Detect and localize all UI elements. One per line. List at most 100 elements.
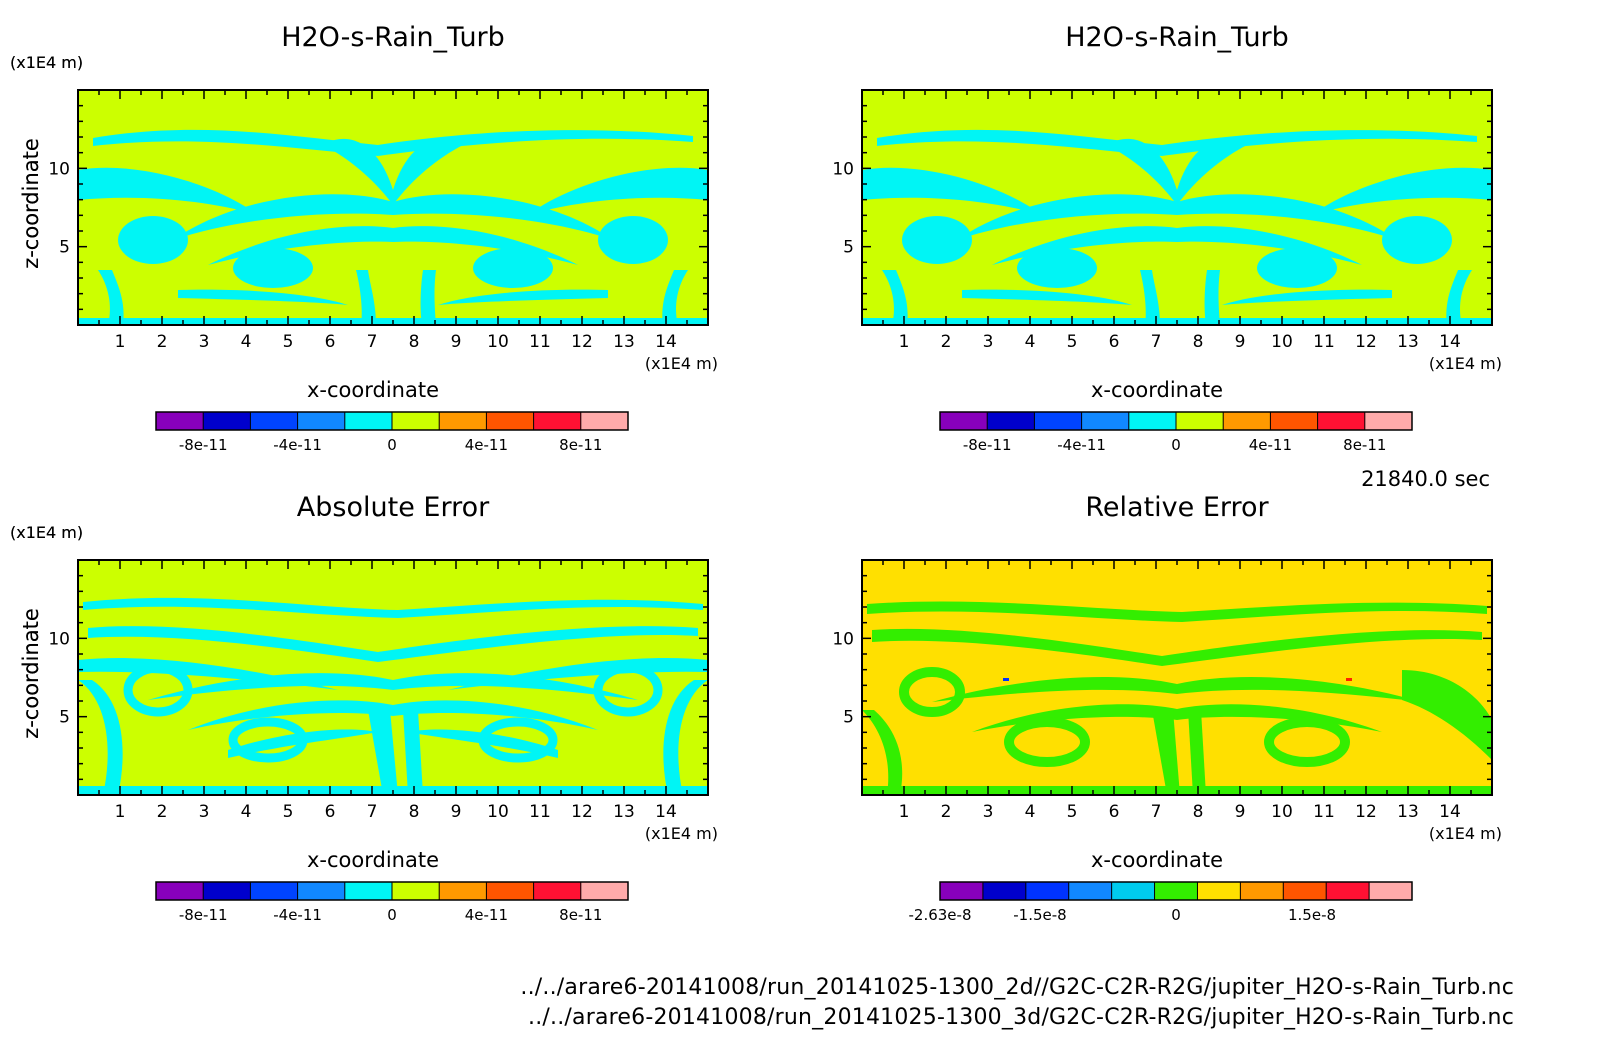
panel-4: Relative Error(x1E4 m)1 2 3 4 5 6 7 8 9 10 11 12 13 1…	[10, 492, 1502, 924]
colorbar-swatch	[1364, 412, 1413, 430]
contour-field	[78, 560, 708, 795]
colorbar-swatch	[1283, 882, 1327, 900]
x-tick-label: 9	[1235, 802, 1246, 822]
colorbar: -8e-11 -4e-11 0 4e-11 8e-11	[155, 881, 629, 924]
x-tick-label: 10	[487, 332, 509, 352]
x-tick-label: 7	[1151, 332, 1162, 352]
colorbar-swatch	[1326, 882, 1370, 900]
colorbar-swatch	[1240, 882, 1284, 900]
x-tick-label: 2	[157, 802, 168, 822]
colorbar-swatch	[580, 882, 629, 900]
y-unit-label: (x1E4 m)	[10, 53, 83, 72]
colorbar-swatch	[1068, 882, 1113, 900]
time-label: 21840.0 sec	[1361, 467, 1490, 491]
x-tick-label: 5	[1067, 332, 1078, 352]
colorbar-tick-label: -4e-11	[1057, 436, 1106, 454]
y-axis-label: z-coordinate	[19, 608, 43, 739]
footer-file-path-3d: ../../arare6-20141008/run_20141025-1300_…	[528, 1005, 1514, 1030]
panel-1: H2O-s-Rain_Turb(x1E4 m)1 2 3 4 5 6 7 8 9 10 11 12 13…	[10, 22, 718, 454]
y-unit-label: (x1E4 m)	[10, 523, 83, 542]
colorbar-swatch	[156, 412, 204, 430]
colorbar-swatch	[250, 882, 299, 900]
colorbar-swatch	[940, 412, 988, 430]
panel-2: H2O-s-Rain_Turb(x1E4 m)1 2 3 4 5 6 7 8 9 10 11 12 13…	[10, 22, 1502, 454]
x-unit-label: (x1E4 m)	[645, 824, 718, 843]
panel-title: Relative Error	[1085, 492, 1269, 523]
y-unit-label: (x1E4 m)	[10, 523, 83, 542]
x-tick-label: 7	[1151, 802, 1162, 822]
colorbar-swatch	[392, 882, 440, 900]
footer-file-path-2d: ../../arare6-20141008/run_20141025-1300_…	[520, 975, 1514, 1000]
x-tick-label: 2	[157, 332, 168, 352]
x-tick-label: 10	[487, 802, 509, 822]
colorbar: -8e-11 -4e-11 0 4e-11 8e-11	[155, 411, 629, 454]
colorbar-tick-label: -1.5e-8	[1013, 906, 1066, 924]
x-tick-label: 4	[241, 802, 252, 822]
colorbar-tick-label: -2.63e-8	[909, 906, 972, 924]
x-tick-label: 10	[1271, 332, 1293, 352]
colorbar-swatch	[1197, 882, 1241, 900]
y-tick-label: 5	[59, 238, 70, 258]
y-tick-label: 10	[832, 159, 854, 179]
colorbar-swatch	[439, 882, 487, 900]
x-tick-label: 14	[1439, 802, 1461, 822]
x-tick-label: 3	[199, 332, 210, 352]
y-axis-label: z-coordinate	[19, 138, 43, 269]
x-tick-label: 11	[529, 802, 551, 822]
x-tick-label: 1	[899, 802, 910, 822]
x-tick-label: 12	[571, 802, 593, 822]
colorbar-swatch	[533, 412, 582, 430]
x-tick-label: 1	[115, 802, 126, 822]
colorbar-swatch	[580, 412, 629, 430]
x-tick-label: 7	[367, 332, 378, 352]
blue-speck-mark	[1003, 678, 1009, 681]
colorbar-tick-label: 8e-11	[559, 436, 602, 454]
y-tick-label: 10	[48, 159, 70, 179]
colorbar-tick-label: -8e-11	[963, 436, 1012, 454]
colorbar-swatch	[156, 882, 204, 900]
x-tick-label: 6	[1109, 802, 1120, 822]
colorbar-swatch	[1176, 412, 1224, 430]
colorbar-frame	[939, 881, 1413, 901]
x-tick-label: 1	[899, 332, 910, 352]
contour-field	[862, 560, 1492, 795]
colorbar-swatch	[344, 412, 393, 430]
x-tick-label: 4	[241, 332, 252, 352]
x-tick-label: 14	[655, 802, 677, 822]
x-tick-label: 12	[1355, 802, 1377, 822]
colorbar: -8e-11 -4e-11 0 4e-11 8e-11	[939, 411, 1413, 454]
colorbar-swatch	[486, 882, 535, 900]
colorbar-tick-label: 0	[1171, 436, 1181, 454]
x-tick-label: 4	[1025, 802, 1036, 822]
colorbar-tick-label: 4e-11	[465, 906, 508, 924]
x-tick-label: 5	[283, 802, 294, 822]
y-tick-label: 10	[48, 629, 70, 649]
x-tick-label: 13	[613, 332, 635, 352]
x-tick-label: 5	[283, 332, 294, 352]
y-axis-label: z-coordinate	[19, 138, 43, 269]
x-tick-label: 14	[1439, 332, 1461, 352]
colorbar-swatch	[1081, 412, 1130, 430]
colorbar-swatch	[982, 882, 1027, 900]
x-tick-label: 14	[655, 332, 677, 352]
x-unit-label: (x1E4 m)	[1429, 824, 1502, 843]
colorbar-swatch	[1111, 882, 1156, 900]
y-tick-label: 5	[59, 708, 70, 728]
x-unit-label: (x1E4 m)	[1429, 354, 1502, 373]
x-tick-label: 13	[613, 802, 635, 822]
x-tick-label: 13	[1397, 802, 1419, 822]
colorbar-swatch	[533, 882, 582, 900]
x-tick-label: 2	[941, 802, 952, 822]
contour-field	[862, 90, 1492, 325]
y-tick-label: 10	[832, 629, 854, 649]
colorbar-tick-label: 8e-11	[559, 906, 602, 924]
x-tick-label: 3	[983, 332, 994, 352]
x-tick-label: 4	[1025, 332, 1036, 352]
panel-title: H2O-s-Rain_Turb	[281, 22, 505, 53]
x-tick-label: 11	[1313, 332, 1335, 352]
x-tick-label: 5	[1067, 802, 1078, 822]
colorbar-tick-label: 8e-11	[1343, 436, 1386, 454]
colorbar-swatch	[392, 412, 440, 430]
colorbar-swatch	[439, 412, 487, 430]
